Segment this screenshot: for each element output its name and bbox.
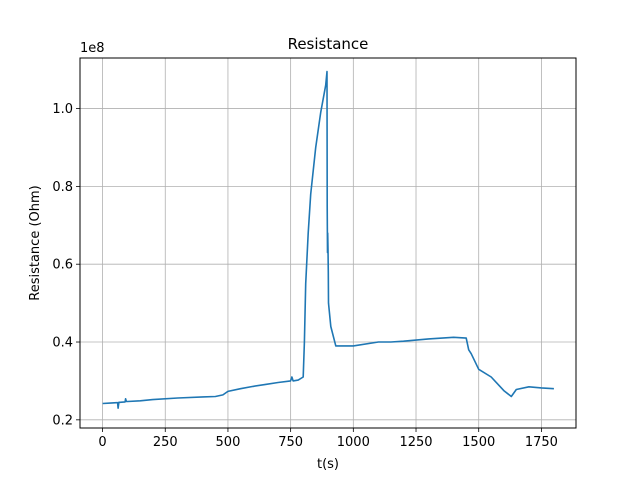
chart-title: Resistance bbox=[288, 35, 369, 53]
y-tick-label: 0.4 bbox=[52, 336, 73, 351]
x-axis: 0 250 500 750 1000 1250 1500 1750 bbox=[98, 428, 558, 450]
y-tick-label: 1.0 bbox=[52, 102, 73, 117]
x-tick-label: 500 bbox=[216, 435, 241, 450]
x-tick-label: 1750 bbox=[525, 435, 558, 450]
series-layer bbox=[102, 70, 554, 410]
x-axis-label: t(s) bbox=[317, 457, 339, 472]
x-tick-label: 1250 bbox=[399, 435, 432, 450]
axes-frame bbox=[79, 57, 577, 429]
x-tick-label: 0 bbox=[98, 435, 106, 450]
y-axis-label: Resistance (Ohm) bbox=[28, 185, 43, 300]
y-tick-label: 0.2 bbox=[52, 413, 73, 428]
x-tick-label: 750 bbox=[278, 435, 303, 450]
y-axis: 0.2 0.4 0.6 0.8 1.0 bbox=[52, 102, 80, 428]
grid bbox=[80, 58, 576, 428]
x-tick-label: 250 bbox=[153, 435, 178, 450]
y-tick-label: 0.6 bbox=[52, 258, 73, 273]
y-tick-label: 0.8 bbox=[52, 180, 73, 195]
x-tick-label: 1000 bbox=[337, 435, 370, 450]
x-tick-label: 1500 bbox=[462, 435, 495, 450]
resistance-series-line bbox=[102, 70, 554, 410]
y-offset-text: 1e8 bbox=[80, 41, 105, 56]
